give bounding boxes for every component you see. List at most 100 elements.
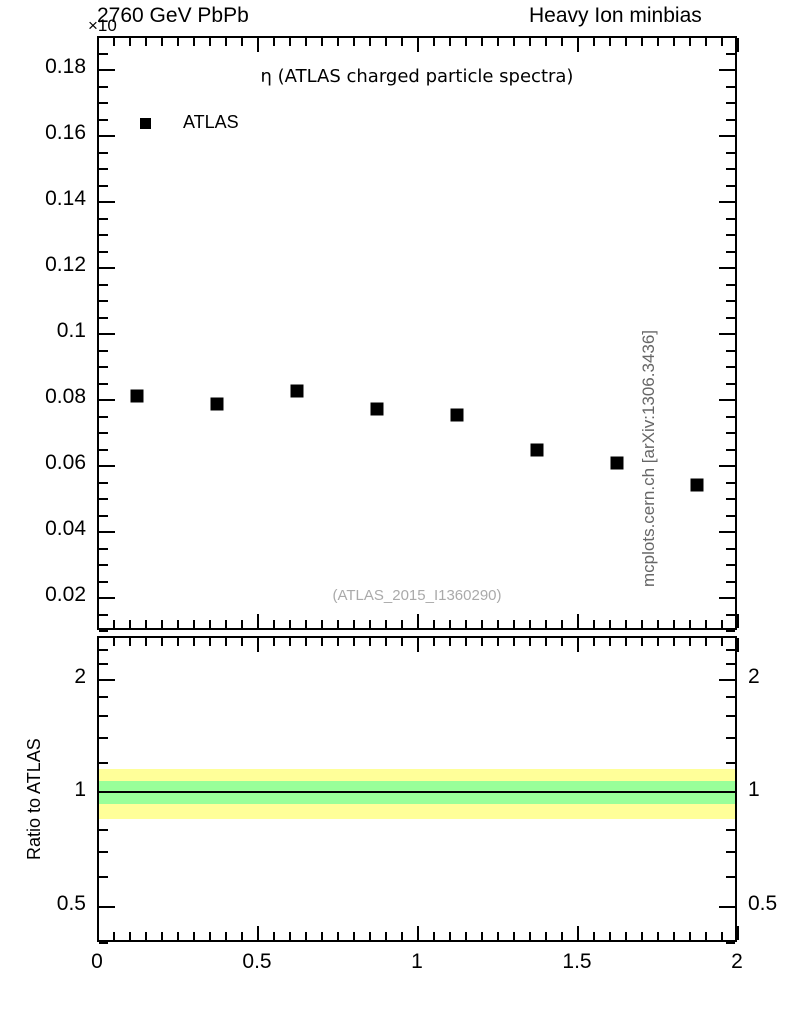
axis-tick: [719, 678, 735, 681]
axis-tick: [99, 234, 108, 236]
axis-tick: [241, 620, 243, 628]
axis-tick: [609, 638, 611, 646]
axis-tick: [305, 620, 307, 628]
axis-tick: [99, 597, 115, 599]
axis-tick: [719, 135, 735, 137]
axis-tick: [145, 638, 147, 646]
axis-tick: [99, 481, 108, 484]
axis-tick: [337, 638, 339, 646]
axis-tick: [726, 432, 735, 434]
axis-tick: [161, 620, 163, 628]
axis-tick: [719, 399, 735, 401]
axis-tick: [99, 762, 108, 765]
axis-tick: [257, 638, 259, 652]
axis-tick: [449, 38, 451, 46]
axis-tick: [433, 638, 435, 646]
axis-tick: [609, 932, 611, 940]
axis-tick: [726, 663, 735, 666]
axis-tick: [737, 38, 739, 52]
axis-tick: [641, 620, 643, 628]
legend-marker-square: [140, 118, 151, 129]
axis-tick: [401, 620, 403, 628]
axis-tick: [99, 580, 108, 583]
axis-tick: [99, 514, 108, 517]
axis-tick: [726, 102, 735, 104]
axis-tick: [726, 349, 735, 352]
analysis-category-title: Heavy Ion minbias: [529, 4, 702, 27]
y-axis-exponent-label: ×10: [88, 16, 117, 35]
axis-tick: [99, 217, 108, 220]
axis-tick: [99, 52, 108, 55]
axis-tick: [257, 926, 259, 940]
axis-tick: [529, 932, 531, 940]
axis-tick: [726, 52, 735, 55]
axis-tick: [417, 638, 419, 652]
axis-tick: [161, 638, 163, 646]
axis-tick: [99, 349, 108, 352]
axis-tick: [161, 38, 163, 46]
data-point: [610, 456, 624, 470]
data-point: [530, 443, 544, 457]
plot-title-text: η (ATLAS charged particle spectra): [260, 66, 574, 87]
axis-tick: [577, 926, 579, 940]
axis-tick: [99, 399, 115, 401]
y-tick-label: 0.04: [45, 517, 86, 540]
axis-tick: [193, 638, 195, 646]
axis-tick: [545, 620, 547, 628]
axis-tick: [145, 620, 147, 628]
axis-tick: [99, 905, 115, 908]
axis-tick: [113, 620, 115, 628]
axis-tick: [657, 638, 659, 646]
axis-tick: [481, 638, 483, 646]
y-tick-label: 0.16: [45, 121, 86, 144]
axis-tick: [689, 38, 691, 46]
axis-tick: [513, 638, 515, 646]
axis-tick: [726, 715, 735, 718]
axis-tick: [225, 38, 227, 46]
axis-tick: [726, 875, 735, 878]
axis-tick: [609, 620, 611, 628]
axis-tick: [225, 932, 227, 940]
axis-tick: [433, 932, 435, 940]
axis-tick: [145, 932, 147, 940]
axis-tick: [273, 620, 275, 628]
axis-tick: [193, 38, 195, 46]
axis-tick: [726, 366, 735, 368]
axis-tick: [289, 620, 291, 628]
axis-tick: [99, 316, 108, 319]
axis-tick: [417, 614, 419, 628]
axis-tick: [673, 932, 675, 940]
x-tick-label: 2: [731, 950, 743, 973]
ratio-y-tick-label: 0.5: [56, 891, 86, 915]
axis-tick: [545, 38, 547, 46]
axis-tick: [625, 638, 627, 646]
axis-tick: [689, 620, 691, 628]
data-point: [130, 389, 144, 403]
axis-tick: [641, 932, 643, 940]
axis-tick: [705, 620, 707, 628]
axis-tick: [726, 448, 735, 451]
axis-tick: [529, 638, 531, 646]
axis-tick: [97, 926, 99, 940]
x-tick-label: 1.5: [562, 950, 592, 973]
axis-tick: [673, 38, 675, 46]
axis-tick: [99, 942, 108, 944]
axis-tick: [99, 696, 108, 699]
axis-tick: [401, 38, 403, 46]
axis-tick: [99, 184, 108, 187]
axis-tick: [726, 942, 735, 944]
axis-tick: [449, 932, 451, 940]
ratio-y-tick-label-right: 2: [748, 664, 760, 688]
axis-tick: [726, 415, 735, 418]
axis-tick: [726, 184, 735, 187]
y-tick-label: 0.12: [45, 253, 86, 276]
axis-tick: [305, 932, 307, 940]
axis-tick: [369, 38, 371, 46]
axis-tick: [657, 38, 659, 46]
axis-tick: [737, 638, 739, 652]
axis-tick: [99, 547, 108, 550]
y-tick-label: 0.1: [56, 319, 86, 342]
axis-tick: [689, 638, 691, 646]
axis-tick: [99, 250, 108, 253]
